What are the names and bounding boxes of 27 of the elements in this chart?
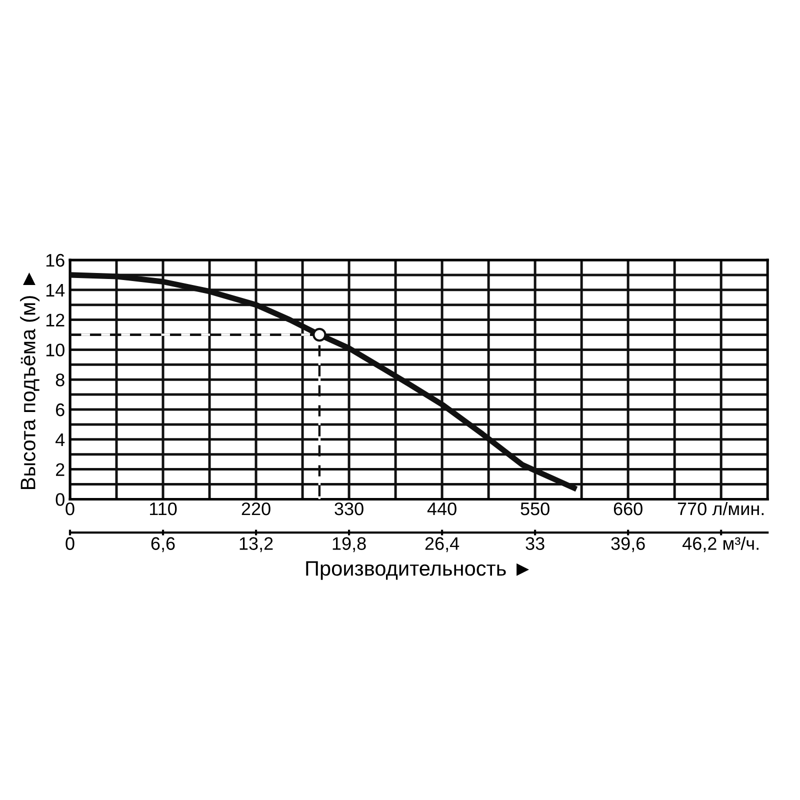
y-tick-label: 2: [56, 463, 64, 476]
x2-tick-label: 26,4: [425, 537, 460, 552]
y-tick-label: 12: [46, 314, 64, 326]
x-tick-label: 110: [150, 502, 177, 516]
y-tick-label: 6: [56, 403, 64, 416]
x2-tick-label: 46,2 м³/ч.: [682, 536, 758, 552]
x2-tick-label: 0: [66, 537, 74, 550]
x2-tick-label: 13,2: [240, 537, 273, 552]
y-tick-label: 4: [56, 434, 65, 446]
x-axis-title: Производительность ►: [306, 561, 530, 580]
y-axis-title: Высота подъёма (м) ►: [20, 272, 40, 490]
x2-tick-label: 39,6: [611, 537, 645, 552]
x-tick-label: 330: [334, 502, 364, 516]
x-tick-label: 220: [242, 502, 270, 516]
x-tick-label: 660: [614, 502, 642, 516]
x-tick-label: 550: [520, 502, 550, 516]
x-tick-label: 770 л/мин.: [678, 502, 764, 516]
x2-tick-label: 6,6: [151, 537, 175, 552]
y-tick-label: 8: [56, 374, 64, 386]
y-tick-label: 16: [46, 254, 64, 267]
y-tick-label: 14: [46, 284, 65, 296]
y-tick-label: 10: [46, 344, 64, 356]
x2-tick-label: 19,8: [332, 537, 366, 552]
x2-tick-label: 33: [526, 537, 544, 550]
x-tick-label: 0: [66, 502, 74, 516]
x-tick-label: 440: [427, 502, 456, 516]
y-tick-label: 0: [56, 493, 64, 506]
